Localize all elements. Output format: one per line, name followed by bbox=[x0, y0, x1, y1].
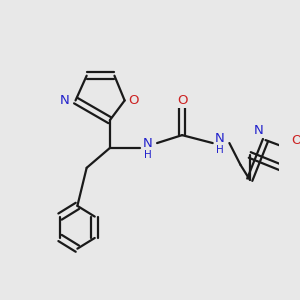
Text: N: N bbox=[254, 124, 264, 137]
Text: H: H bbox=[144, 150, 152, 160]
Text: N: N bbox=[143, 136, 153, 150]
Text: O: O bbox=[291, 134, 300, 147]
Text: O: O bbox=[129, 94, 139, 107]
Text: H: H bbox=[216, 145, 224, 155]
Text: O: O bbox=[177, 94, 188, 107]
Text: N: N bbox=[59, 94, 69, 107]
Text: N: N bbox=[215, 132, 225, 145]
